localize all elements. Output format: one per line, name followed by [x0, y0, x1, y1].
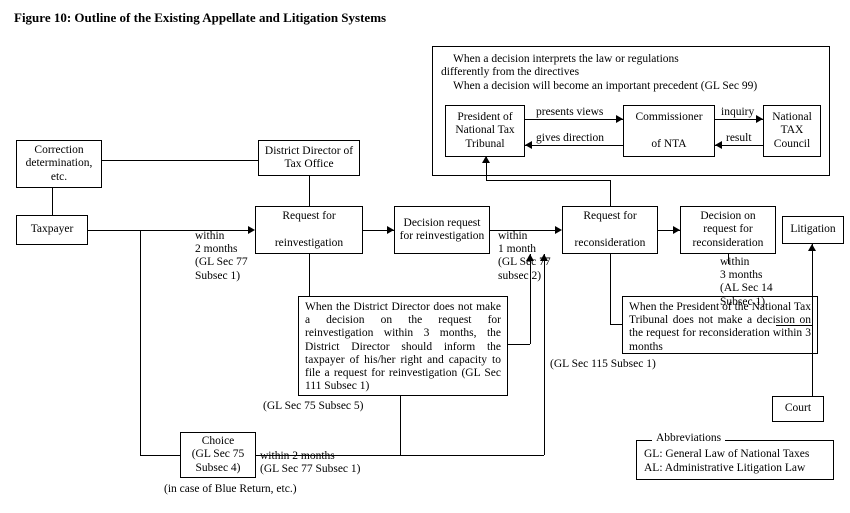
note-president-label: When the President of the National Tax T… [629, 301, 811, 354]
lbl-inquiry: inquiry [721, 106, 754, 119]
lbl-within-2m-1: within 2 months (GL Sec 77 Subsec 1) [195, 230, 248, 283]
arrowhead-icon [525, 141, 532, 149]
line [88, 230, 248, 231]
arrowhead-icon [673, 226, 680, 234]
line [610, 254, 611, 324]
arrowhead-icon [715, 141, 722, 149]
taxpayer-label: Taxpayer [31, 223, 74, 236]
lbl-gives-direction: gives direction [536, 132, 604, 145]
line [610, 324, 622, 325]
line [486, 180, 610, 181]
box-national-tax-council: National TAX Council [763, 105, 821, 157]
arrowhead-icon [387, 226, 394, 234]
box-taxpayer: Taxpayer [16, 215, 88, 245]
decision-reinv-label: Decision request for reinvestigation [399, 217, 485, 243]
line [52, 188, 53, 215]
arrowhead-icon [526, 254, 534, 261]
line [812, 244, 813, 396]
line [102, 160, 258, 161]
abbrev-line1: GL: General Law of National Taxes [644, 448, 809, 461]
arrowhead-icon [808, 244, 816, 251]
panel-line3: When a decision will become an important… [453, 80, 821, 93]
line [400, 455, 544, 456]
line [728, 254, 729, 264]
line [309, 176, 310, 206]
request-recon-label: Request for reconsideration [575, 210, 646, 250]
panel-interpretation: When a decision interprets the law or re… [432, 46, 830, 176]
decision-recon-label: Decision on request for reconsideration [685, 210, 771, 250]
correction-label: Correction determination, etc. [21, 144, 97, 184]
note-district-label: When the District Director does not make… [305, 301, 501, 394]
diagram-canvas: Figure 10: Outline of the Existing Appel… [0, 0, 850, 513]
box-request-recon: Request for reconsideration [562, 206, 658, 254]
lbl-within-2m-2: within 2 months (GL Sec 77 Subsec 1) [260, 450, 361, 476]
line [776, 325, 812, 326]
line [309, 254, 310, 296]
line [544, 254, 545, 455]
litigation-label: Litigation [790, 223, 835, 236]
box-president-ntt: President of National Tax Tribunal [445, 105, 525, 157]
panel-line2: differently from the directives [441, 66, 821, 79]
box-choice: Choice (GL Sec 75 Subsec 4) [180, 432, 256, 478]
line [140, 455, 180, 456]
box-commissioner-nta: Commissioner of NTA [623, 105, 715, 157]
abbrev-title: Abbreviations [652, 432, 725, 444]
line [140, 230, 141, 455]
panel-line1: When a decision interprets the law or re… [453, 53, 821, 66]
arrowhead-icon [248, 226, 255, 234]
arrowhead-icon [482, 156, 490, 163]
lbl-gl75-5: (GL Sec 75 Subsec 5) [263, 400, 364, 413]
lbl-gl115-1: (GL Sec 115 Subsec 1) [550, 358, 656, 371]
lbl-presents-views: presents views [536, 106, 603, 119]
national-tax-council-label: National TAX Council [768, 111, 816, 151]
box-litigation: Litigation [782, 216, 844, 244]
box-decision-recon: Decision on request for reconsideration [680, 206, 776, 254]
arrowhead-icon [756, 115, 763, 123]
line [530, 254, 531, 344]
choice-label: Choice (GL Sec 75 Subsec 4) [185, 435, 251, 475]
arrowhead-icon [555, 226, 562, 234]
box-decision-reinv: Decision request for reinvestigation [394, 206, 490, 254]
lbl-result: result [726, 132, 752, 145]
line [400, 396, 401, 455]
president-ntt-label: President of National Tax Tribunal [450, 111, 520, 151]
abbrev-line2: AL: Administrative Litigation Law [644, 462, 805, 475]
commissioner-nta-label: Commissioner of NTA [635, 111, 702, 151]
box-court: Court [772, 396, 824, 422]
box-note-district: When the District Director does not make… [298, 296, 508, 396]
box-correction: Correction determination, etc. [16, 140, 102, 188]
district-director-label: District Director of Tax Office [263, 145, 355, 171]
court-label: Court [785, 402, 811, 415]
box-request-reinv: Request for reinvestigation [255, 206, 363, 254]
line [256, 455, 400, 456]
line [508, 344, 530, 345]
arrowhead-icon [616, 115, 623, 123]
line [490, 230, 555, 231]
request-reinv-label: Request for reinvestigation [275, 210, 343, 250]
line [610, 180, 611, 206]
figure-title: Figure 10: Outline of the Existing Appel… [14, 10, 386, 26]
lbl-blue-return: (in case of Blue Return, etc.) [164, 483, 297, 496]
arrowhead-icon [540, 254, 548, 261]
box-district-director: District Director of Tax Office [258, 140, 360, 176]
